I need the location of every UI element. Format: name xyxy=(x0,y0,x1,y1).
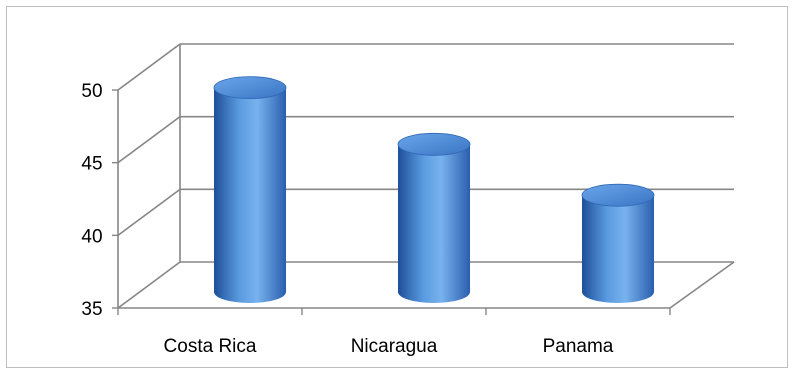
y-tick-label: 45 xyxy=(81,154,102,175)
bar-body xyxy=(398,144,470,303)
gridline-diagonal xyxy=(117,116,181,164)
gridline-diagonal xyxy=(117,43,181,91)
bar-body xyxy=(214,87,286,303)
bar-top xyxy=(397,132,471,156)
bar-body xyxy=(582,195,654,303)
bar xyxy=(581,183,655,303)
bars xyxy=(213,76,655,303)
x-category-label: Panama xyxy=(543,336,614,357)
y-tick-label: 50 xyxy=(81,81,102,102)
x-category-label: Nicaragua xyxy=(351,336,438,357)
y-tick-label: 35 xyxy=(81,299,102,320)
bar xyxy=(397,132,471,303)
y-tick-label: 40 xyxy=(81,226,102,247)
gridline-diagonal xyxy=(117,188,181,236)
x-category-label: Costa Rica xyxy=(164,336,257,357)
gridline-diagonal xyxy=(117,261,181,309)
axes xyxy=(112,44,735,315)
bar-top xyxy=(213,76,287,100)
bar xyxy=(213,76,287,303)
labels: 35 40 45 50 Costa Rica Nicaragua Panama xyxy=(81,81,613,357)
floor-right-edge xyxy=(669,261,735,309)
bar-top xyxy=(581,183,655,207)
